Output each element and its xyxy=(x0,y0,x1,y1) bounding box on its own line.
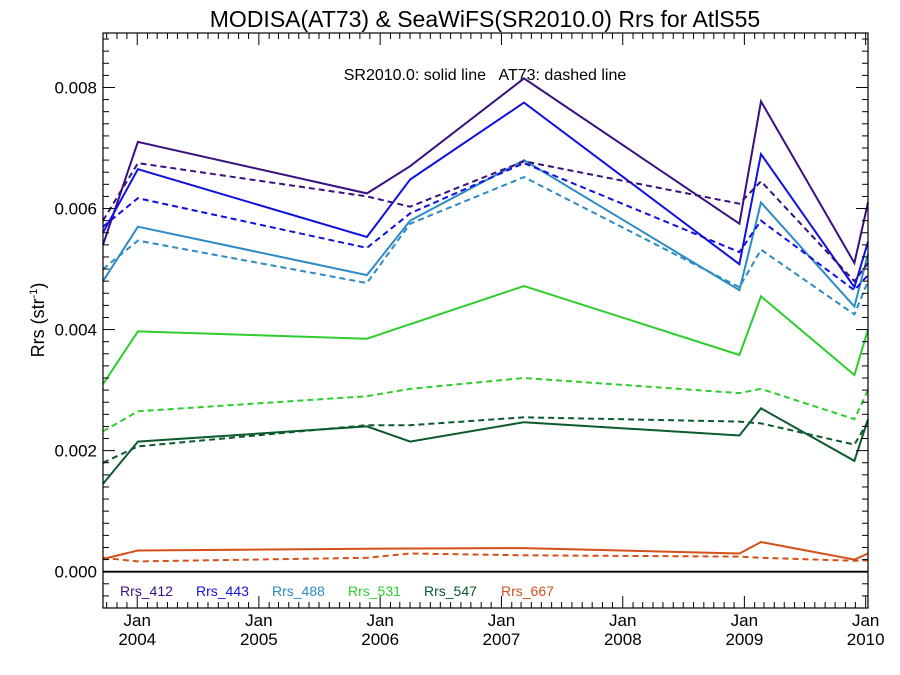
series-rrs-547-solid xyxy=(102,407,869,485)
x-tick-year-label: 2004 xyxy=(118,630,156,649)
y-axis-label: Rrs (str-1) xyxy=(28,283,48,358)
series-line xyxy=(102,162,869,292)
series-rrs-488-solid xyxy=(102,158,869,309)
series-line xyxy=(102,540,869,561)
x-tick-year-label: 2009 xyxy=(725,630,763,649)
series-rrs-531-dashed xyxy=(102,376,869,433)
legend-item-rrs-443: Rrs_443 xyxy=(196,583,249,599)
series-rrs-547-dashed xyxy=(102,416,869,464)
series-rrs-443-dashed xyxy=(102,162,869,292)
y-tick-label: 0.002 xyxy=(54,442,97,461)
x-tick-month-label: Jan xyxy=(609,611,636,630)
series-line xyxy=(102,77,869,266)
series-line xyxy=(102,376,869,433)
series-rrs-531-solid xyxy=(102,284,869,385)
x-tick-month-label: Jan xyxy=(852,611,879,630)
series-line xyxy=(102,158,869,309)
x-tick-year-label: 2005 xyxy=(240,630,278,649)
series-line xyxy=(102,160,869,283)
x-tick-month-label: Jan xyxy=(366,611,393,630)
legend-item-rrs-667: Rrs_667 xyxy=(501,583,554,599)
legend-item-rrs-412: Rrs_412 xyxy=(120,583,173,599)
series-rrs-412-solid xyxy=(102,77,869,266)
legend-item-rrs-531: Rrs_531 xyxy=(348,583,401,599)
y-tick-label: 0.000 xyxy=(54,563,97,582)
series-rrs-667-dashed xyxy=(102,552,869,563)
series-rrs-443-solid xyxy=(102,101,869,290)
chart-title: MODISA(AT73) & SeaWiFS(SR2010.0) Rrs for… xyxy=(210,6,760,32)
series-line xyxy=(102,416,869,464)
series-line xyxy=(102,407,869,485)
y-tick-label: 0.006 xyxy=(54,200,97,219)
x-tick-month-label: Jan xyxy=(731,611,758,630)
x-tick-year-label: 2006 xyxy=(361,630,399,649)
y-tick-label: 0.004 xyxy=(54,321,97,340)
legend-item-rrs-547: Rrs_547 xyxy=(424,583,477,599)
series-rrs-667-solid xyxy=(102,540,869,561)
series-line xyxy=(102,101,869,290)
legend-item-rrs-488: Rrs_488 xyxy=(272,583,325,599)
x-tick-year-label: 2010 xyxy=(847,630,885,649)
y-axis-label-main: Rrs (str xyxy=(28,298,48,357)
x-tick-year-label: 2007 xyxy=(483,630,521,649)
x-tick-month-label: Jan xyxy=(245,611,272,630)
series-rrs-412-dashed xyxy=(102,160,869,283)
y-tick-label: 0.008 xyxy=(54,78,97,97)
plot-frame xyxy=(102,32,869,609)
series-line xyxy=(102,284,869,385)
series-rrs-488-dashed xyxy=(102,176,869,316)
line-style-annotation: SR2010.0: solid line AT73: dashed line xyxy=(344,67,627,84)
x-tick-year-label: 2008 xyxy=(604,630,642,649)
series-line xyxy=(102,176,869,316)
y-axis-label-close: ) xyxy=(28,283,48,289)
x-tick-month-label: Jan xyxy=(124,611,151,630)
x-tick-month-label: Jan xyxy=(488,611,515,630)
y-axis-label-superscript: -1 xyxy=(28,289,40,299)
series-line xyxy=(102,552,869,563)
